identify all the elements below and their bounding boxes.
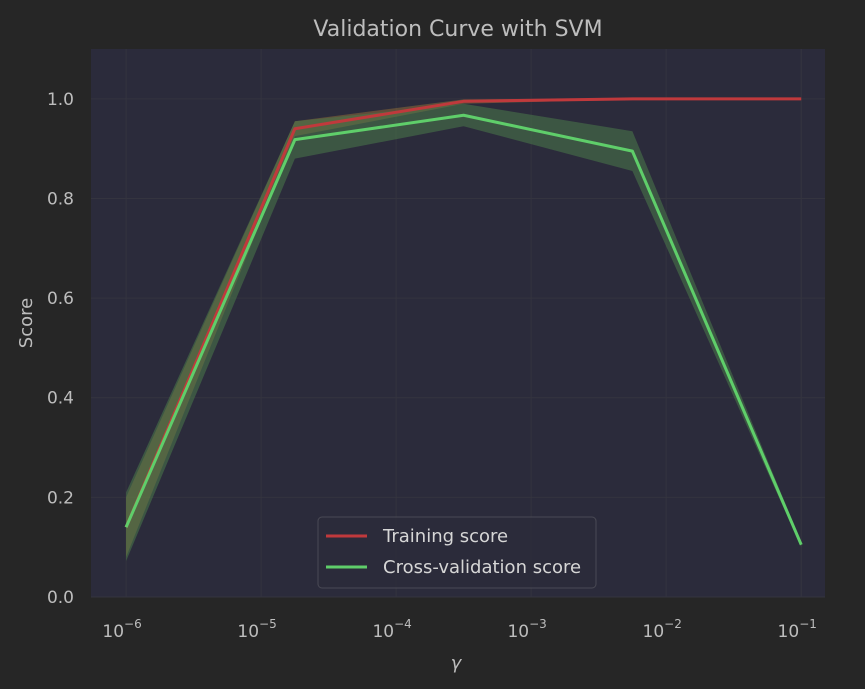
- x-tick-label: 10−1: [778, 617, 817, 642]
- y-tick-label: 0.0: [47, 588, 74, 608]
- line-cross-validation: [124, 113, 803, 546]
- x-tick-label: 10−5: [237, 617, 276, 642]
- x-tick-label: 10−2: [643, 617, 682, 642]
- line-training: [124, 97, 802, 528]
- y-tick-label: 0.8: [47, 189, 74, 209]
- y-tick-label: 0.2: [47, 488, 74, 508]
- y-axis-label: Score: [16, 298, 37, 348]
- y-tick-label: 0.6: [47, 289, 74, 309]
- plot-area: [91, 49, 825, 597]
- legend-label: Cross-validation score: [383, 557, 581, 578]
- chart-title: Validation Curve with SVM: [313, 17, 602, 42]
- x-axis-label: γ: [451, 653, 463, 674]
- legend-label: Training score: [382, 526, 508, 547]
- legend: Training score Cross-validation score: [317, 516, 597, 589]
- x-tick-label: 10−6: [102, 617, 141, 642]
- legend-frame: [317, 516, 597, 589]
- score-lines: [124, 97, 803, 546]
- x-tick-label: 10−4: [372, 617, 411, 642]
- x-tick-label: 10−3: [507, 617, 546, 642]
- tick-labels: 10−6 10−5 10−4 10−3 10−2 10−1 0.0 0.2 0.4 0.6 0.8 1…: [47, 90, 817, 642]
- gridlines: [91, 49, 825, 598]
- y-tick-label: 0.4: [47, 389, 74, 409]
- y-tick-label: 1.0: [47, 90, 74, 110]
